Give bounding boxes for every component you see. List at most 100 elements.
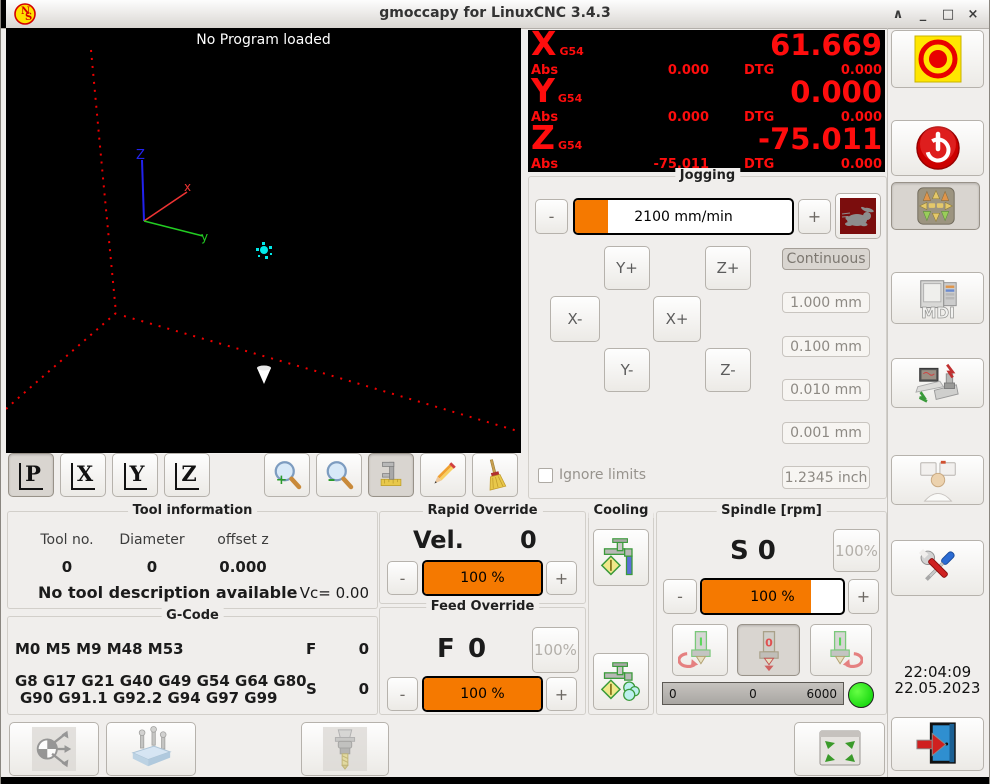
feed-f-value: 0	[468, 634, 487, 664]
increment-label: 1.000 mm	[790, 294, 862, 311]
mist-coolant-button[interactable]	[593, 653, 649, 710]
fullscreen-button[interactable]	[794, 722, 885, 776]
jog-x-minus-button[interactable]: X-	[550, 296, 600, 342]
flood-coolant-button[interactable]	[593, 529, 649, 586]
estop-button[interactable]	[891, 30, 984, 88]
dro-row-y: Y G54 0.000 Abs 0.000 DTG 0.000	[531, 71, 882, 125]
jog-turbo-button[interactable]	[835, 193, 881, 239]
spindle-stop-button[interactable]: 0	[737, 624, 800, 676]
dro-coord-system: G54	[557, 139, 583, 152]
touch-off-button[interactable]	[9, 722, 99, 776]
jog-z-minus-label: Z-	[720, 361, 736, 379]
rabbit-icon	[840, 198, 876, 234]
increment-001mm-button[interactable]: 0.010 mm	[782, 379, 870, 401]
shade-icon[interactable]: ∧	[892, 6, 904, 22]
tool-no-value: 0	[61, 558, 73, 576]
plus-label: +	[807, 207, 822, 226]
feed-override-slider[interactable]: 100 %	[422, 676, 543, 712]
rapid-override-slider[interactable]: 100 %	[422, 560, 543, 596]
feed-fill	[424, 678, 541, 710]
exit-icon	[915, 722, 956, 764]
zoom-in-button[interactable]: +	[264, 453, 310, 497]
increment-0001mm-button[interactable]: 0.001 mm	[782, 422, 870, 444]
manual-mode-button[interactable]	[891, 182, 980, 230]
feed-minus-button[interactable]: -	[387, 677, 418, 711]
dro-dtg-label: DTG	[744, 63, 775, 78]
tool-information-title: Tool information	[127, 503, 258, 518]
jog-z-minus-button[interactable]: Z-	[705, 348, 751, 392]
edit-offsets-button[interactable]	[420, 453, 466, 497]
spindle-right-button[interactable]: I	[810, 624, 872, 676]
jog-y-plus-button[interactable]: Y+	[604, 246, 650, 290]
spindle-s-value: S 0	[730, 536, 776, 566]
auto-mode-button[interactable]	[891, 358, 984, 408]
jog-speed-slider[interactable]: 2100 mm/min	[573, 198, 794, 235]
view-x-button[interactable]: X	[60, 453, 106, 497]
dro-axis-letter: Y	[531, 71, 555, 110]
jog-z-plus-button[interactable]: Z+	[705, 246, 751, 290]
view-z-button[interactable]: Z	[164, 453, 210, 497]
jog-x-plus-button[interactable]: X+	[653, 296, 701, 342]
setup-button[interactable]	[891, 540, 984, 596]
x-axis-line	[143, 191, 188, 222]
spindle-left-button[interactable]: I	[672, 624, 728, 676]
spindle-plus-button[interactable]: +	[848, 579, 879, 614]
active-g-codes-1: G8 G17 G21 G40 G49 G54 G64 G80	[15, 672, 307, 690]
mdi-mode-button[interactable]: MDI	[891, 272, 984, 324]
svg-text:S: S	[25, 12, 32, 23]
clear-plot-button[interactable]	[472, 453, 518, 497]
dro-axis-letter: X	[531, 24, 557, 63]
tool-cone	[257, 365, 271, 384]
dro-panel[interactable]: X G54 61.669 Abs 0.000 DTG 0.000 Y G54 0…	[528, 24, 885, 172]
clock-date: 22.05.2023	[894, 679, 981, 697]
gcode-title: G-Code	[161, 608, 224, 623]
increment-continuous-button[interactable]: Continuous	[782, 248, 870, 270]
toggle-dimensions-button[interactable]	[368, 453, 414, 497]
increment-1mm-button[interactable]: 1.000 mm	[782, 292, 870, 313]
increment-label: 0.001 mm	[790, 425, 862, 441]
machine-on-button[interactable]	[891, 120, 984, 176]
zoom-out-button[interactable]: –	[316, 453, 362, 497]
tool-change-button[interactable]	[301, 722, 389, 776]
minimize-icon[interactable]: _	[919, 6, 927, 22]
spindle-reset-button[interactable]: 100%	[833, 529, 880, 572]
svg-text:–: –	[328, 470, 336, 488]
feed-reset-button[interactable]: 100%	[532, 627, 579, 673]
svg-text:I: I	[699, 635, 703, 648]
jog-y-minus-button[interactable]: Y-	[604, 348, 650, 392]
s-label: S	[306, 680, 317, 698]
view-perspective-button[interactable]: P	[8, 453, 54, 497]
plus-label: +	[554, 568, 569, 588]
touch-plate-button[interactable]	[106, 722, 196, 776]
pane-separator[interactable]	[887, 28, 888, 777]
increment-inch-button[interactable]: 1.2345 inch	[782, 466, 870, 489]
exit-button[interactable]	[891, 717, 984, 771]
user-settings-button[interactable]	[891, 455, 984, 505]
dro-abs-label: Abs	[531, 63, 559, 78]
dro-dtg-value: 0.000	[840, 110, 882, 125]
spindle-minus-button[interactable]: -	[663, 579, 697, 614]
y-axis-line	[143, 220, 204, 237]
rpm-bar-current: 0	[749, 686, 757, 701]
active-m-codes: M0 M5 M9 M48 M53	[15, 640, 184, 658]
view-y-button[interactable]: Y	[112, 453, 158, 497]
estop-icon	[914, 35, 961, 83]
jog-speed-plus-button[interactable]: +	[798, 199, 831, 234]
gremlin-preview[interactable]: No Program loaded Z x y	[5, 28, 522, 453]
clock: 22:04:09 22.05.2023	[891, 664, 984, 696]
rapid-plus-button[interactable]: +	[546, 561, 577, 595]
maximize-icon[interactable]: □	[941, 6, 955, 22]
svg-text:N: N	[21, 6, 30, 17]
spindle-override-slider[interactable]: 100 %	[700, 578, 845, 615]
rapid-minus-button[interactable]: -	[387, 561, 418, 595]
dro-coord-system: G54	[559, 45, 584, 58]
increment-01mm-button[interactable]: 0.100 mm	[782, 336, 870, 357]
feed-override-frame: Feed Override F 0 100% - 100 % +	[379, 599, 586, 715]
close-icon[interactable]: ×	[967, 6, 979, 22]
ignore-limits-checkbox[interactable]	[538, 468, 553, 483]
jog-speed-minus-button[interactable]: -	[535, 199, 568, 234]
dro-dtg-label: DTG	[744, 110, 775, 125]
tool-change-icon	[322, 726, 368, 772]
feed-plus-button[interactable]: +	[546, 677, 577, 711]
